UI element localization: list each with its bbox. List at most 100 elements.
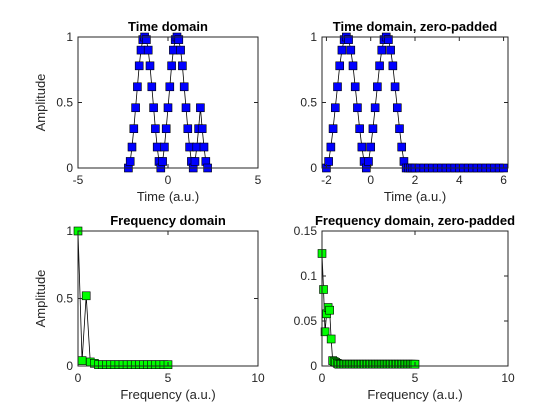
data-point [350, 82, 360, 92]
y-tick-label: 0.05 [294, 314, 318, 328]
data-point [324, 157, 333, 166]
x-tick-label: 5 [255, 173, 262, 187]
data-point [397, 142, 407, 152]
data-point [163, 103, 173, 113]
y-tick-label: 0 [310, 359, 317, 373]
data-point [181, 103, 191, 113]
data-point [344, 35, 353, 44]
data-point [348, 61, 358, 71]
x-axis-label: Frequency (a.u.) [367, 387, 462, 402]
data-point [77, 356, 87, 365]
data-point [165, 82, 175, 92]
data-point [149, 103, 158, 113]
data-point [160, 142, 169, 152]
chart-panel-2: -2 0 2 4 6 0 0.5 1 Time domain, zero-padded Time … [300, 19, 509, 204]
x-tick-label: 10 [501, 371, 515, 385]
data-point [152, 142, 162, 152]
data-point [133, 82, 142, 92]
data-point [127, 142, 137, 152]
data-point [355, 124, 364, 133]
data-point [81, 291, 91, 301]
data-point [357, 142, 367, 152]
data-point [370, 103, 380, 113]
data-point [183, 124, 193, 133]
y-tick-label: 0.5 [300, 96, 317, 110]
x-tick-label: 10 [251, 371, 265, 385]
y-tick-label: 0 [310, 161, 317, 175]
data-point [390, 82, 400, 92]
data-point [330, 103, 340, 113]
data-point [388, 61, 398, 71]
y-tick-label: 1 [310, 30, 317, 44]
data-point [196, 103, 205, 113]
x-axis-label: Time (a.u.) [137, 189, 199, 204]
y-axis-label: Amplitude [33, 270, 48, 328]
data-point [366, 142, 376, 152]
axes-box [321, 230, 509, 367]
data-point [384, 35, 393, 44]
data-point [147, 82, 157, 92]
data-point [136, 45, 146, 55]
x-axis-label: Frequency (a.u.) [120, 387, 215, 402]
y-tick-label: 1 [66, 224, 73, 238]
data-point [176, 45, 185, 55]
data-point [335, 61, 345, 71]
x-axis-label: Time (a.u.) [384, 189, 446, 204]
y-tick-label: 0 [66, 161, 73, 175]
data-point [328, 124, 338, 133]
data-point [134, 61, 144, 71]
series-line [77, 230, 168, 366]
x-tick-label: 6 [500, 173, 507, 187]
data-point [337, 45, 347, 55]
chart-title: Time domain [128, 19, 208, 34]
data-point [392, 103, 402, 113]
data-point [373, 82, 382, 92]
data-point [326, 142, 336, 152]
series-line [321, 253, 415, 365]
data-point [185, 142, 194, 152]
chart-title: Time domain, zero-padded [333, 19, 498, 34]
x-tick-label: -5 [73, 173, 84, 187]
data-point [375, 61, 384, 71]
series-line [326, 36, 504, 170]
axes-box [321, 36, 509, 169]
data-point [364, 157, 373, 166]
x-tick-label: 0 [165, 173, 172, 187]
x-tick-label: 2 [412, 173, 419, 187]
data-point [190, 157, 200, 166]
x-tick-label: 0 [367, 173, 374, 187]
data-point [319, 285, 328, 294]
data-point [325, 305, 334, 315]
y-tick-label: 0 [66, 359, 73, 373]
x-tick-label: 4 [456, 173, 463, 187]
data-point [178, 61, 187, 71]
data-point [395, 124, 404, 133]
y-axis-label: Amplitude [33, 74, 48, 132]
y-tick-label: 0.15 [294, 224, 318, 238]
data-point [377, 45, 387, 55]
x-tick-label: -2 [321, 173, 332, 187]
x-tick-label: 5 [165, 371, 172, 385]
data-point [169, 45, 178, 55]
data-point [142, 35, 151, 44]
data-point [174, 35, 184, 44]
data-point [143, 45, 153, 55]
data-point [320, 327, 330, 337]
chart-panel-3: 0 5 10 0 0.5 1 Frequency domain Frequency (a.u.… [33, 213, 265, 402]
data-point [167, 61, 176, 71]
x-tick-label: 5 [412, 371, 419, 385]
data-point [151, 124, 160, 133]
data-point [158, 157, 167, 166]
data-point [161, 124, 171, 133]
chart-title: Frequency domain, zero-padded [315, 213, 515, 228]
data-point [199, 142, 209, 152]
y-tick-label: 0.5 [56, 292, 73, 306]
data-point [368, 124, 378, 133]
x-tick-label: 0 [319, 371, 326, 385]
data-point [192, 142, 202, 152]
data-point [326, 334, 336, 344]
x-tick-label: 0 [75, 371, 82, 385]
